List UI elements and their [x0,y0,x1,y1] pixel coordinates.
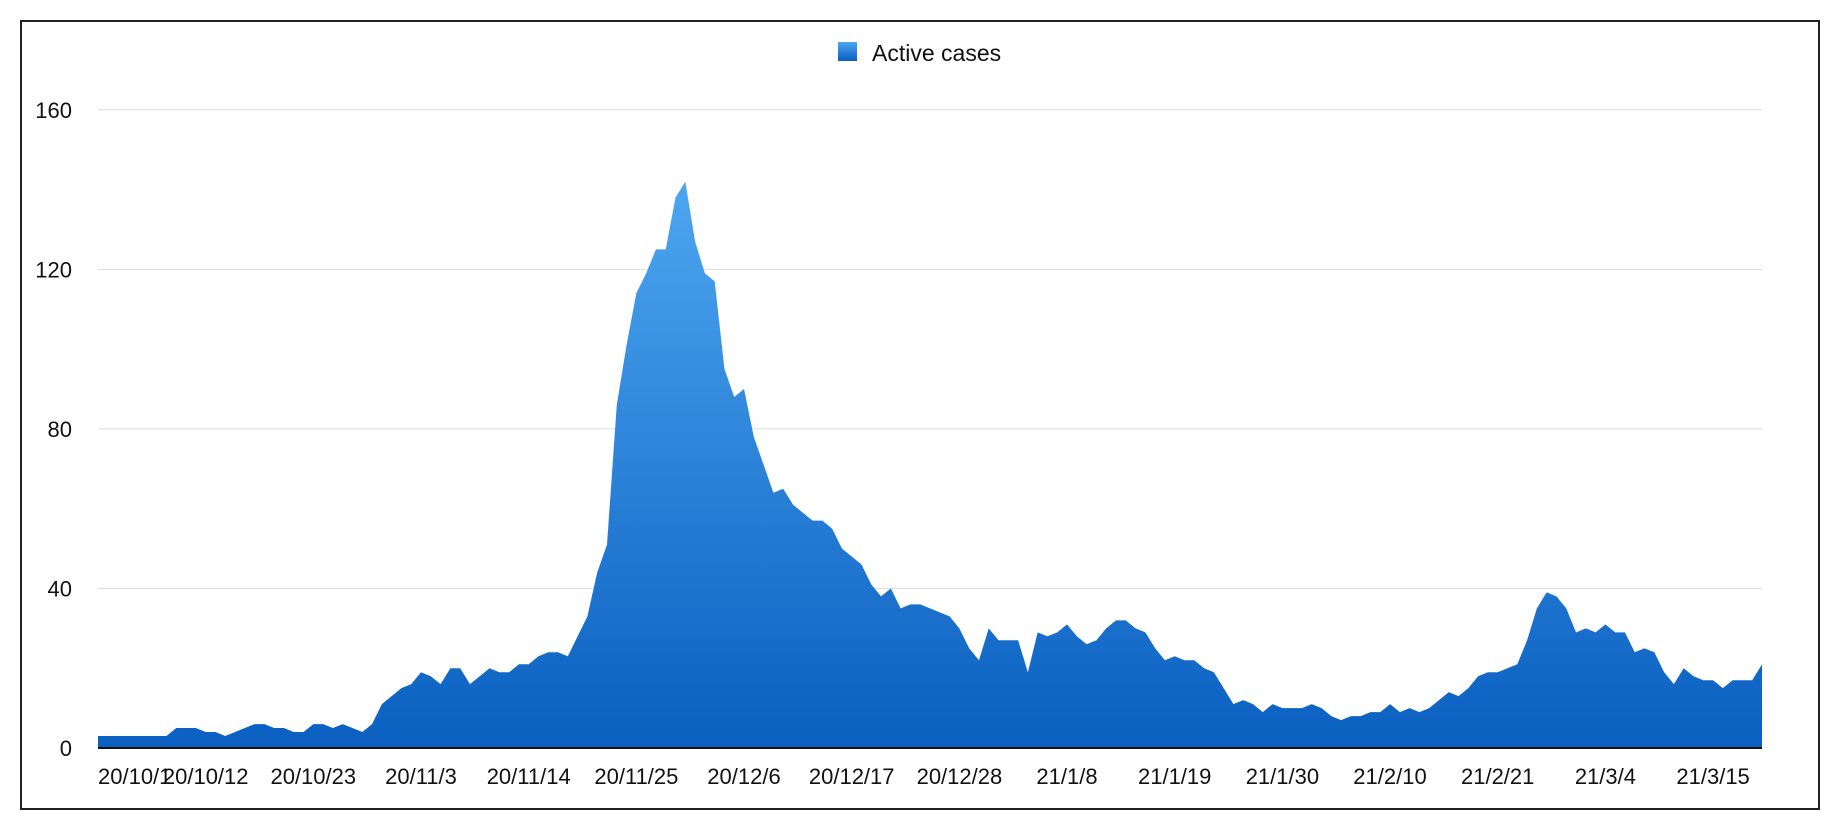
x-tick-label: 20/11/3 [385,764,457,789]
x-tick-label: 20/12/6 [707,764,780,789]
series-area [98,181,1762,748]
x-tick-label: 21/3/15 [1676,764,1749,789]
x-tick-label: 21/1/8 [1036,764,1097,789]
x-tick-label: 20/10/12 [163,764,249,789]
legend-label: Active cases [872,40,1001,66]
x-tick-label: 21/1/30 [1246,764,1319,789]
x-tick-labels: 20/10/120/10/12 20/10/23 20/11/3 20/11/14 20… [98,764,1750,789]
grid-lines [98,109,1762,589]
y-tick-label: 0 [60,736,72,761]
y-tick-label: 160 [35,98,72,123]
x-tick-label: 20/12/28 [917,764,1003,789]
x-tick-label: 20/11/14 [487,764,571,789]
x-tick-label: 20/12/17 [809,764,895,789]
y-tick-label: 80 [48,417,72,442]
x-tick-label: 21/3/4 [1575,764,1636,789]
x-tick-label: 21/2/21 [1461,764,1534,789]
y-tick-label: 40 [48,576,72,601]
legend-swatch [838,42,857,61]
x-tick-label: 20/10/1 [98,764,171,789]
y-tick-label: 120 [35,257,72,282]
x-tick-label: 21/2/10 [1353,764,1426,789]
x-tick-label: 20/10/23 [270,764,356,789]
y-tick-labels: 0 40 80 120 160 [35,98,72,761]
legend: Active cases [838,40,1001,66]
series-active-cases-area [98,181,1762,748]
x-tick-label: 20/11/25 [594,764,678,789]
x-tick-label: 21/1/19 [1138,764,1211,789]
